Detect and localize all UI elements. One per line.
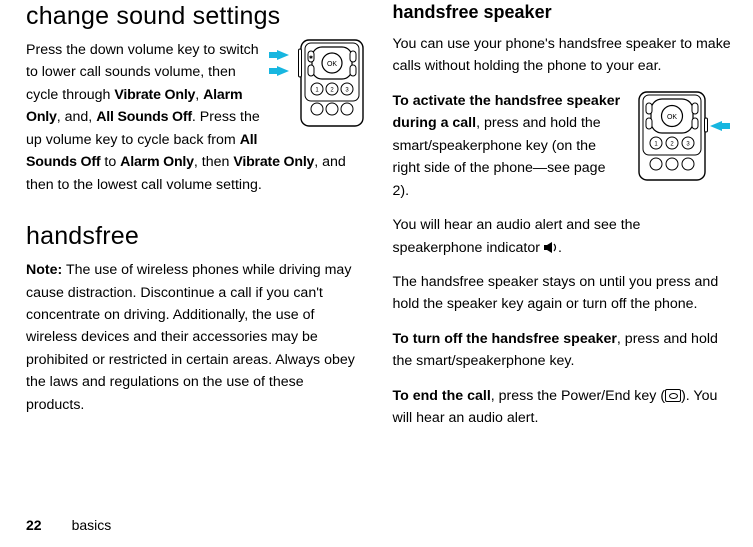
option-all-sounds-off: All Sounds Off xyxy=(96,109,192,125)
sound-paragraph: OK ✱ 1 2 3 xyxy=(26,39,365,196)
end-call-label: To end the call xyxy=(393,388,491,404)
svg-text:OK: OK xyxy=(326,61,336,68)
arrow-volume-up-icon xyxy=(277,50,289,60)
activate-paragraph: OK 1 2 3 xyxy=(393,90,732,202)
right-column: handsfree speaker You can use your phone… xyxy=(393,2,732,442)
alert-paragraph: You will hear an audio alert and see the… xyxy=(393,214,732,259)
svg-text:OK: OK xyxy=(667,114,677,121)
phone-illustration-right: OK 1 2 3 xyxy=(633,90,731,182)
stays-on-paragraph: The handsfree speaker stays on until you… xyxy=(393,271,732,316)
left-column: change sound settings OK ✱ xyxy=(26,2,365,442)
power-end-key-icon xyxy=(665,389,681,402)
page-footer: 22 basics xyxy=(26,517,111,533)
end-call-paragraph: To end the call, press the Power/End key… xyxy=(393,385,732,430)
phone-illustration-left: OK ✱ 1 2 3 xyxy=(275,39,365,127)
turn-off-label: To turn off the handsfree speaker xyxy=(393,331,617,347)
page-number: 22 xyxy=(26,517,42,533)
note-label: Note: xyxy=(26,262,62,278)
option-vibrate-only: Vibrate Only xyxy=(114,87,195,103)
turn-off-paragraph: To turn off the handsfree speaker, press… xyxy=(393,328,732,373)
handsfree-note: Note: The use of wireless phones while d… xyxy=(26,259,365,416)
heading-handsfree: handsfree xyxy=(26,222,365,251)
svg-text:✱: ✱ xyxy=(308,55,312,61)
speakerphone-indicator-icon xyxy=(544,238,558,249)
section-label: basics xyxy=(72,517,112,533)
heading-change-sound: change sound settings xyxy=(26,2,365,31)
arrow-volume-down-icon xyxy=(277,66,289,76)
speaker-intro: You can use your phone's handsfree speak… xyxy=(393,33,732,78)
heading-handsfree-speaker: handsfree speaker xyxy=(393,2,732,23)
arrow-speaker-key-icon xyxy=(710,121,722,131)
